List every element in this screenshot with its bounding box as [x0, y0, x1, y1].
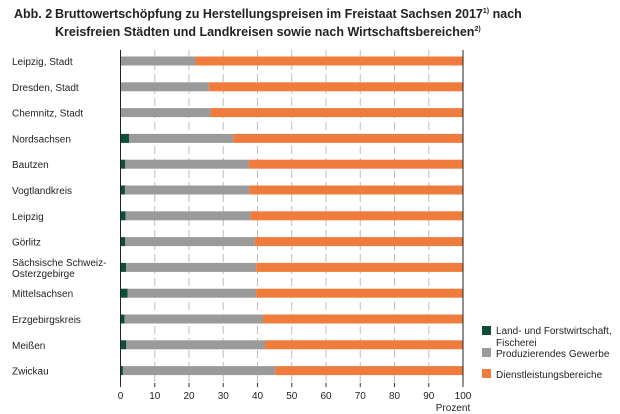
chart-title: Abb. 2 Bruttowertschöpfung zu Herstellung… — [14, 4, 522, 40]
category-label: Nordsachsen — [12, 134, 71, 145]
bar-segment-industry — [120, 56, 196, 66]
bar-segment-agriculture — [120, 237, 126, 247]
bar-segment-agriculture — [120, 262, 126, 272]
bar-segment-agriculture — [120, 366, 123, 376]
legend-label: Dienstleistungsbereiche — [496, 370, 603, 381]
bar-segment-agriculture — [120, 133, 130, 143]
legend-swatch — [482, 348, 491, 357]
category-label: Vogtlandkreis — [12, 186, 72, 197]
bar-segment-services — [256, 262, 463, 272]
bar-segment-agriculture — [120, 159, 126, 169]
category-label: Osterzgebirge — [12, 269, 75, 280]
bar-segment-services — [249, 185, 463, 195]
bar-segment-industry — [125, 237, 255, 247]
figure-number: Abb. 2 — [14, 7, 53, 22]
footnote-1: 1) — [482, 8, 490, 15]
bar-segment-agriculture — [120, 185, 125, 195]
bar-segment-industry — [121, 108, 211, 118]
x-tick-label: 20 — [183, 391, 195, 402]
bar-segment-services — [248, 159, 463, 169]
x-tick-label: 100 — [455, 391, 472, 402]
bar-segment-services — [210, 108, 463, 118]
category-label: Chemnitz, Stadt — [12, 109, 83, 120]
bar-segment-services — [275, 366, 463, 376]
x-tick-label: 90 — [423, 391, 435, 402]
bar-segment-industry — [124, 314, 263, 324]
legend-label: Land- und Forstwirtschaft, — [496, 326, 612, 337]
bar-segment-agriculture — [120, 211, 126, 221]
legend-swatch — [482, 369, 491, 378]
footnote-2: 2) — [474, 26, 481, 34]
title-line2: Kreisfreien Städten und Landkreisen sowi… — [55, 25, 475, 40]
bar-segment-services — [195, 56, 463, 66]
x-axis-label: Prozent — [436, 403, 471, 414]
bar-segment-industry — [129, 133, 234, 143]
x-tick-label: 60 — [320, 391, 332, 402]
bar-segment-industry — [124, 185, 250, 195]
x-tick-label: 30 — [218, 391, 230, 402]
x-tick-label: 70 — [355, 391, 367, 402]
x-tick-label: 80 — [389, 391, 401, 402]
legend-swatch — [482, 326, 491, 335]
bar-segment-agriculture — [120, 288, 128, 298]
bar-segment-agriculture — [120, 314, 125, 324]
bar-segment-industry — [125, 262, 257, 272]
x-tick-label: 50 — [286, 391, 298, 402]
category-label: Dresden, Stadt — [12, 83, 79, 94]
category-label: Leipzig — [12, 212, 44, 223]
bar-segment-industry — [125, 211, 251, 221]
x-tick-label: 0 — [118, 391, 124, 402]
bar-segment-services — [262, 314, 463, 324]
category-label: Sächsische Schweiz- — [12, 258, 106, 269]
bar-segment-industry — [122, 366, 276, 376]
category-label: Meißen — [12, 341, 45, 352]
bar-segment-services — [250, 211, 463, 221]
bar-segment-services — [208, 82, 463, 92]
bar-segment-agriculture — [120, 340, 127, 350]
legend-label: Produzierendes Gewerbe — [496, 349, 610, 360]
bar-segment-industry — [127, 288, 257, 298]
bar-segment-services — [265, 340, 463, 350]
title-line1: Bruttowertschöpfung zu Herstellungspreis… — [55, 7, 483, 22]
bar-segment-industry — [125, 159, 249, 169]
category-label: Görlitz — [12, 238, 41, 249]
bar-segment-services — [233, 133, 463, 143]
bar-segment-services — [254, 237, 463, 247]
bar-segment-industry — [126, 340, 266, 350]
category-label: Mittelsachsen — [12, 289, 73, 300]
bar-segment-industry — [121, 82, 209, 92]
bar-segment-services — [256, 288, 463, 298]
category-label: Zwickau — [12, 367, 49, 378]
x-tick-label: 40 — [252, 391, 264, 402]
category-label: Leipzig, Stadt — [12, 57, 73, 68]
x-tick-label: 10 — [149, 391, 161, 402]
category-label: Bautzen — [12, 160, 49, 171]
legend-label: Fischerei — [496, 338, 537, 349]
title-cont: nach — [492, 7, 522, 22]
category-label: Erzgebirgskreis — [12, 315, 81, 326]
